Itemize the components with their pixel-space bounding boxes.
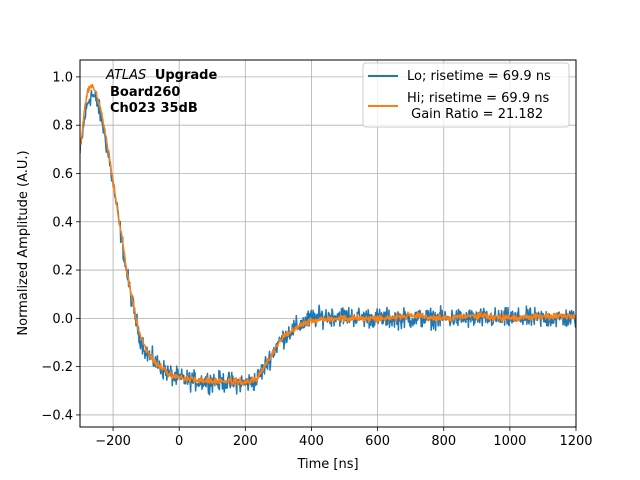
x-tick-label: 800 xyxy=(431,434,456,449)
y-tick-label: 0.6 xyxy=(52,167,73,182)
legend-label-gain-ratio: Gain Ratio = 21.182 xyxy=(407,107,543,122)
plot-area xyxy=(80,83,576,396)
annotation-channel: Ch023 35dB xyxy=(110,101,198,116)
x-tick-label: 1200 xyxy=(559,434,592,449)
y-tick-label: 0.0 xyxy=(52,312,73,327)
annotation: ATLAS Upgrade Board260 Ch023 35dB xyxy=(105,68,217,116)
x-tick-label: 0 xyxy=(175,434,183,449)
x-tick-label: 200 xyxy=(233,434,258,449)
legend-label-hi: Hi; risetime = 69.9 ns xyxy=(407,91,549,106)
y-tick-label: 1.0 xyxy=(52,70,73,85)
axes-frame xyxy=(79,59,577,428)
ticks: −200 0 200 400 600 800 1000 1200 −0.4 −0.2 0.0 0.2 0… xyxy=(41,70,592,449)
svg-text:ATLAS Upgrade: ATLAS Upgrade xyxy=(105,68,217,83)
x-axis-label: Time [ns] xyxy=(296,457,358,472)
series-line-hi xyxy=(80,83,576,387)
y-tick-label: 0.2 xyxy=(52,264,73,279)
annotation-board: Board260 xyxy=(110,85,180,100)
y-axis-label: Normalized Amplitude (A.U.) xyxy=(16,150,31,335)
y-tick-label: −0.2 xyxy=(41,360,73,375)
x-tick-label: 600 xyxy=(365,434,390,449)
y-tick-label: −0.4 xyxy=(41,408,73,423)
y-tick-label: 0.8 xyxy=(52,119,73,134)
x-tick-label: 400 xyxy=(299,434,324,449)
legend-label-lo: Lo; risetime = 69.9 ns xyxy=(407,69,551,84)
x-tick-label: −200 xyxy=(95,434,131,449)
y-tick-label: 0.4 xyxy=(52,215,73,230)
annotation-upgrade: Upgrade xyxy=(155,68,218,83)
legend-box xyxy=(362,62,570,128)
x-tick-label: 1000 xyxy=(493,434,526,449)
annotation-atlas: ATLAS xyxy=(105,68,146,83)
legend: Lo; risetime = 69.9 ns Hi; risetime = 69… xyxy=(362,62,570,128)
